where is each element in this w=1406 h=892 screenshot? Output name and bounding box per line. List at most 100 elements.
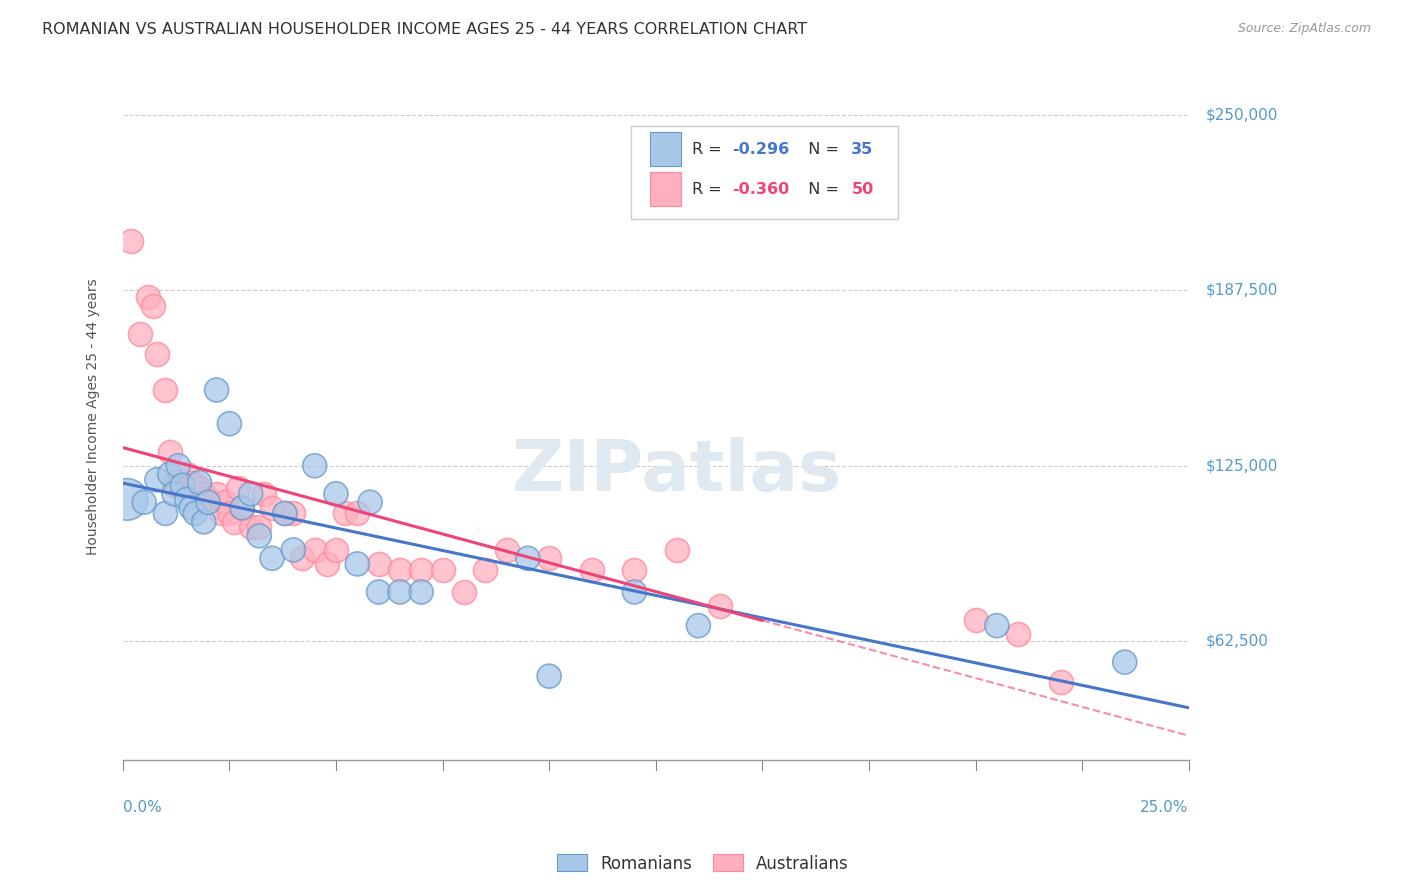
Point	[516, 551, 538, 566]
Text: R =: R =	[693, 142, 727, 157]
Point	[474, 563, 496, 577]
Point	[155, 507, 177, 521]
Point	[252, 487, 274, 501]
Point	[666, 542, 689, 557]
Point	[239, 487, 262, 501]
Point	[495, 542, 517, 557]
Point	[581, 563, 603, 577]
Point	[214, 495, 236, 509]
Point	[283, 542, 305, 557]
Text: ZIPatlas: ZIPatlas	[512, 437, 842, 506]
Point	[209, 507, 232, 521]
Point	[197, 492, 219, 507]
Point	[159, 467, 181, 482]
Point	[184, 478, 207, 492]
Point	[316, 557, 339, 571]
Text: Source: ZipAtlas.com: Source: ZipAtlas.com	[1237, 22, 1371, 36]
Point	[965, 613, 987, 627]
Point	[367, 585, 389, 599]
Point	[411, 563, 433, 577]
Point	[231, 500, 253, 515]
Point	[274, 507, 297, 521]
Point	[538, 669, 561, 683]
Text: Householder Income Ages 25 - 44 years: Householder Income Ages 25 - 44 years	[86, 278, 100, 555]
Point	[453, 585, 475, 599]
Point	[188, 475, 211, 490]
Point	[291, 551, 314, 566]
Point	[172, 478, 194, 492]
Point	[986, 618, 1008, 632]
Point	[623, 585, 645, 599]
Point	[346, 507, 368, 521]
Point	[176, 467, 198, 482]
Point	[432, 563, 454, 577]
Point	[180, 500, 202, 515]
Point	[1007, 627, 1029, 641]
Point	[260, 500, 283, 515]
Point	[247, 529, 270, 543]
Point	[359, 495, 381, 509]
Point	[193, 515, 215, 529]
Point	[304, 542, 326, 557]
Text: $187,500: $187,500	[1206, 283, 1278, 298]
Point	[163, 487, 186, 501]
Point	[146, 346, 169, 360]
Point	[283, 507, 305, 521]
Text: ROMANIAN VS AUSTRALIAN HOUSEHOLDER INCOME AGES 25 - 44 YEARS CORRELATION CHART: ROMANIAN VS AUSTRALIAN HOUSEHOLDER INCOM…	[42, 22, 807, 37]
Point	[325, 487, 347, 501]
Point	[231, 500, 253, 515]
Point	[167, 478, 190, 492]
Point	[260, 551, 283, 566]
Point	[134, 495, 156, 509]
Point	[176, 492, 198, 507]
Point	[188, 481, 211, 495]
Point	[623, 563, 645, 577]
Point	[226, 481, 249, 495]
Point	[205, 383, 228, 397]
Point	[142, 299, 165, 313]
Point	[138, 290, 160, 304]
Point	[155, 383, 177, 397]
Point	[367, 557, 389, 571]
Text: 50: 50	[852, 182, 873, 197]
Point	[688, 618, 710, 632]
Point	[197, 495, 219, 509]
Point	[218, 507, 240, 521]
Point	[388, 563, 411, 577]
Point	[128, 326, 150, 341]
Point	[325, 542, 347, 557]
Point	[184, 507, 207, 521]
Point	[172, 478, 194, 492]
Point	[222, 515, 245, 529]
Point	[247, 520, 270, 534]
Point	[115, 492, 138, 507]
Point	[146, 473, 169, 487]
Text: N =: N =	[799, 142, 844, 157]
Point	[193, 487, 215, 501]
Text: N =: N =	[799, 182, 844, 197]
Point	[333, 507, 356, 521]
Text: 35: 35	[852, 142, 873, 157]
Point	[411, 585, 433, 599]
Text: $250,000: $250,000	[1206, 108, 1278, 122]
Point	[274, 507, 297, 521]
Text: R =: R =	[693, 182, 727, 197]
Point	[239, 520, 262, 534]
Point	[304, 458, 326, 473]
Point	[346, 557, 368, 571]
Point	[218, 417, 240, 431]
Text: -0.296: -0.296	[733, 142, 789, 157]
Point	[388, 585, 411, 599]
Text: $125,000: $125,000	[1206, 458, 1278, 474]
Point	[120, 235, 142, 249]
Text: -0.360: -0.360	[733, 182, 789, 197]
Point	[709, 599, 731, 613]
Point	[180, 475, 202, 490]
Point	[163, 478, 186, 492]
Text: 0.0%: 0.0%	[122, 799, 162, 814]
Point	[1114, 655, 1136, 669]
Point	[159, 444, 181, 458]
Text: $62,500: $62,500	[1206, 633, 1268, 648]
Legend: Romanians, Australians: Romanians, Australians	[551, 847, 855, 880]
Point	[205, 487, 228, 501]
